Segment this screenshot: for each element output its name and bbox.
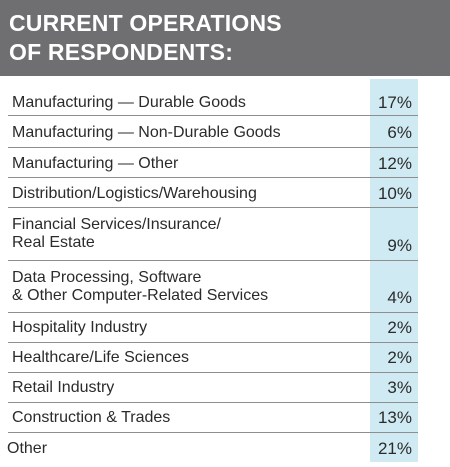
row-label-line: Real Estate (12, 234, 95, 251)
table-row: Construction & Trades 13% (8, 403, 418, 433)
table-row: Distribution/Logistics/Warehousing 10% (8, 178, 418, 208)
row-label: Retail Industry (12, 379, 114, 397)
chart-title: CURRENT OPERATIONS OF RESPONDENTS: (9, 9, 429, 67)
table-row: Retail Industry 3% (8, 373, 418, 403)
row-value: 6% (387, 123, 412, 142)
chart-title-line-2: OF RESPONDENTS: (9, 39, 234, 65)
row-label-line: & Other Computer-Related Services (12, 287, 269, 304)
table-row: Manufacturing — Other 12% (8, 148, 418, 178)
row-label-line: Manufacturing — Other (12, 155, 179, 172)
header-bar: CURRENT OPERATIONS OF RESPONDENTS: (0, 0, 450, 76)
row-label-line: Financial Services/Insurance/ (12, 216, 221, 233)
row-value: 2% (387, 318, 412, 337)
table-row: Manufacturing — Durable Goods 17% (8, 88, 418, 116)
row-label: Distribution/Logistics/Warehousing (12, 185, 257, 203)
row-value: 9% (387, 236, 412, 255)
row-label: Healthcare/Life Sciences (12, 349, 189, 367)
row-value: 2% (387, 348, 412, 367)
value-column-highlight (370, 79, 418, 462)
row-label-line: Retail Industry (12, 379, 115, 396)
row-value: 17% (377, 93, 412, 112)
table-row: Hospitality Industry 2% (8, 313, 418, 343)
row-label: Data Processing, Software & Other Compute… (12, 269, 268, 305)
table-row: Manufacturing — Non-Durable Goods 6% (8, 118, 418, 148)
row-label: Financial Services/Insurance/Real Estate (12, 216, 221, 252)
row-value: 4% (387, 288, 412, 307)
table-row: Healthcare/Life Sciences 2% (8, 343, 418, 373)
row-label: Construction & Trades (12, 409, 170, 427)
table-row: Data Processing, Software & Other Compute… (8, 261, 418, 313)
row-value: 12% (377, 154, 412, 173)
table-row: Financial Services/Insurance/Real Estate… (8, 208, 418, 261)
row-label: Hospitality Industry (12, 319, 147, 337)
row-value: 3% (387, 378, 412, 397)
row-label: Manufacturing — Durable Goods (12, 94, 246, 112)
row-label-line: Hospitality Industry (12, 319, 148, 336)
row-value: 10% (377, 184, 412, 203)
row-value: 21% (377, 439, 412, 458)
row-label-line: Construction & Trades (12, 409, 171, 426)
row-label-line: Manufacturing — Non-Durable Goods (12, 124, 281, 141)
row-label-line: Data Processing, Software (12, 269, 202, 286)
chart-title-line-1: CURRENT OPERATIONS (9, 10, 282, 36)
row-label-line: Manufacturing — Durable Goods (12, 94, 246, 111)
row-label: Manufacturing — Non-Durable Goods (12, 124, 281, 142)
row-label: Other (7, 440, 47, 458)
row-label-line: Other (7, 440, 48, 457)
row-label-line: Healthcare/Life Sciences (12, 349, 189, 366)
table-row: Other 21% (0, 433, 418, 463)
row-label-line: Distribution/Logistics/Warehousing (12, 185, 257, 202)
row-label: Manufacturing — Other (12, 155, 178, 173)
row-value: 13% (377, 408, 412, 427)
